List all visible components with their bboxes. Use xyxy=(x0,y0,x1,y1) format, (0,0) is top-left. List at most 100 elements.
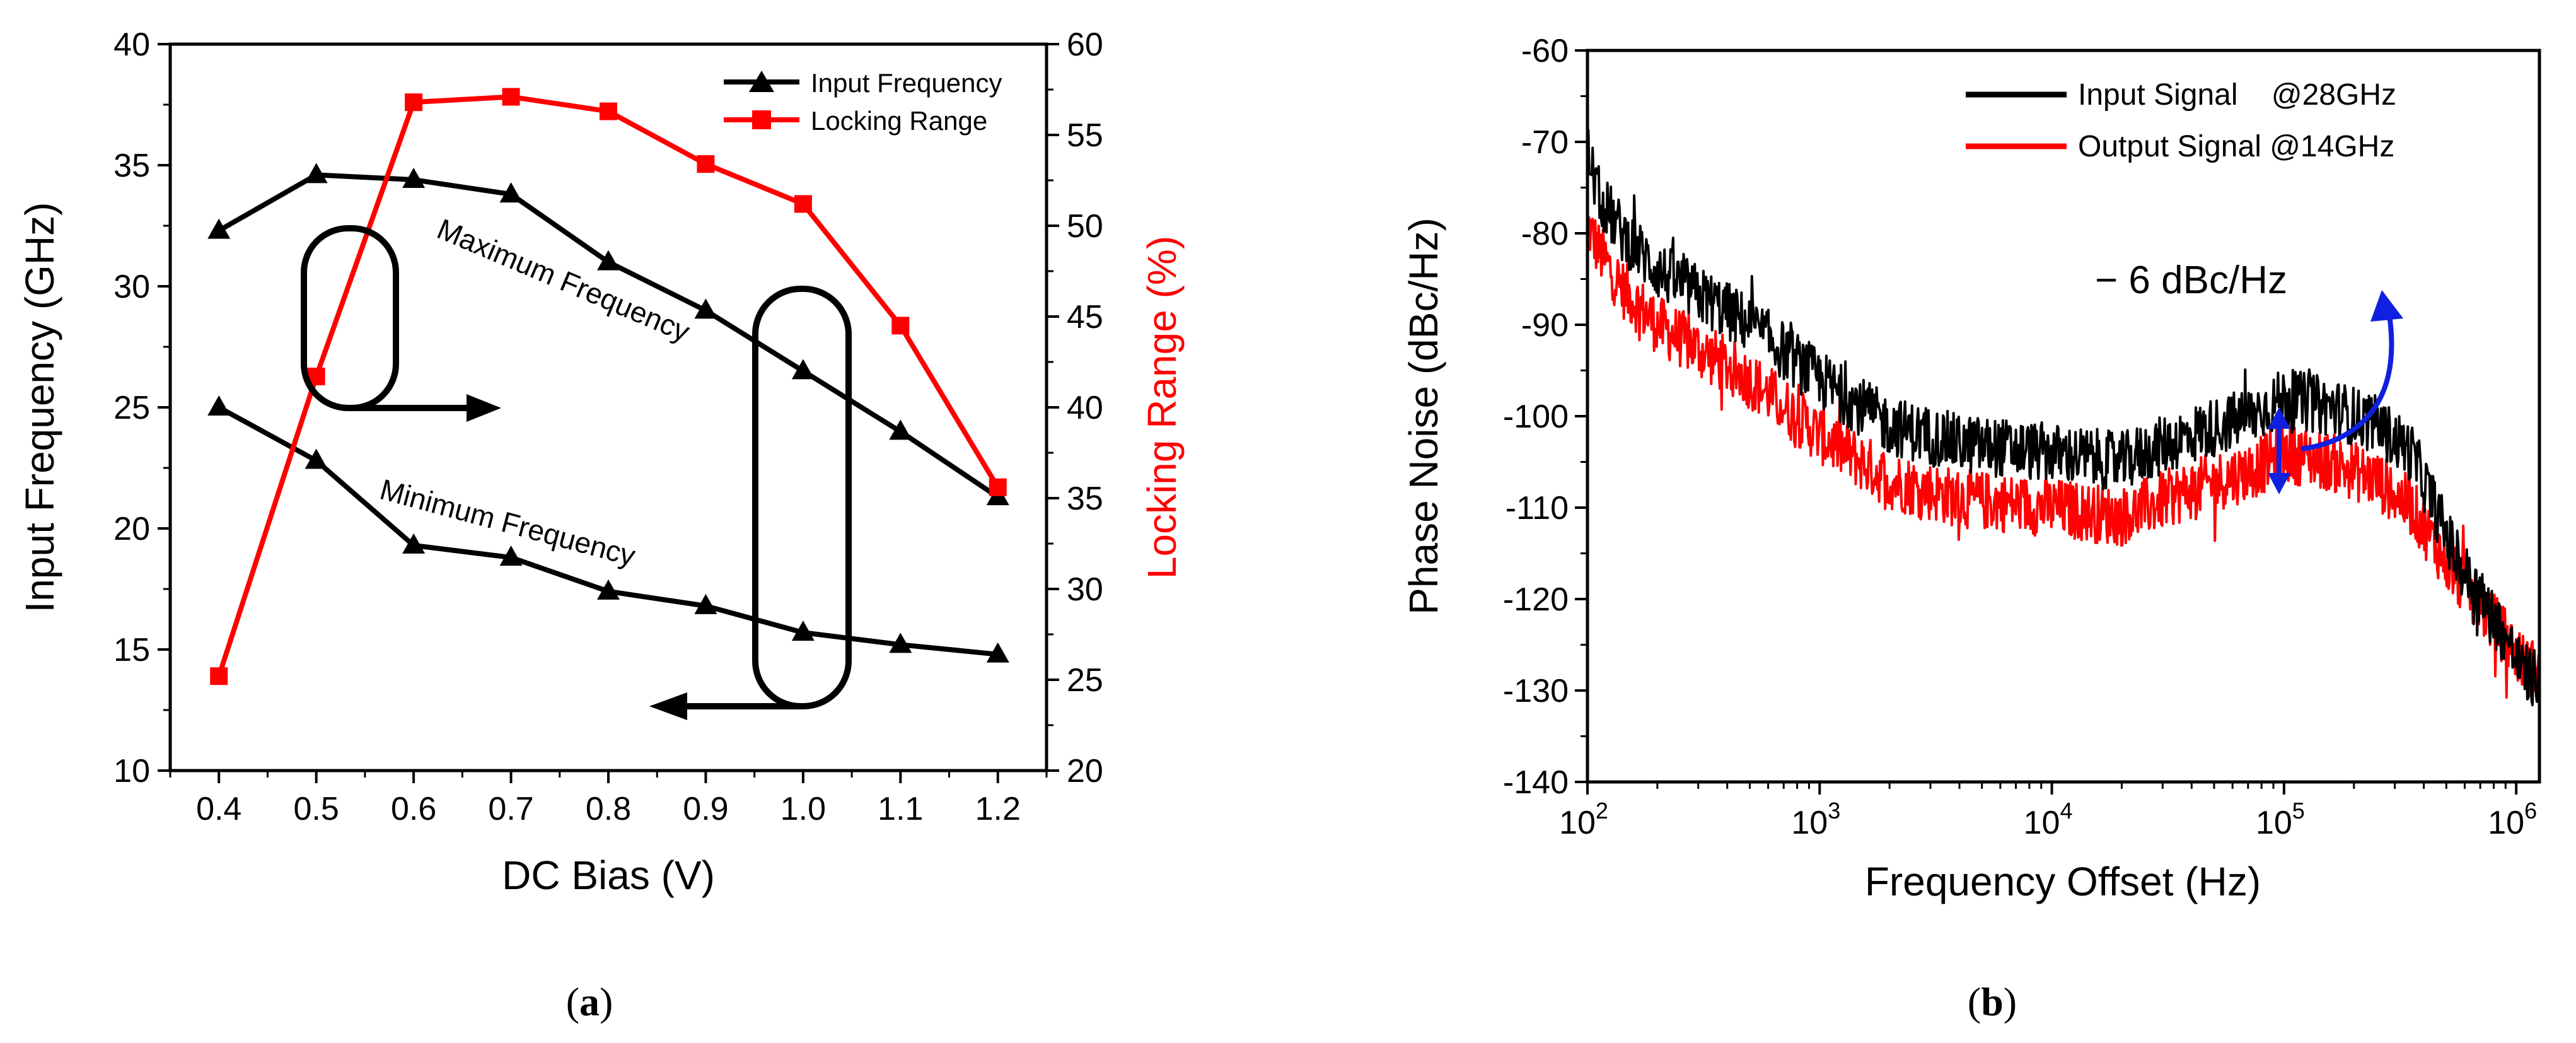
b-y-tick-label: -140 xyxy=(1503,764,1569,801)
caption-b-text: (b) xyxy=(1968,979,2017,1024)
a-y-tick-label: 30 xyxy=(113,269,150,305)
a-x-tick-label: 0.4 xyxy=(196,791,241,827)
point-locking-range xyxy=(502,88,520,106)
chart-b-legend: Input Signal @28GHz Output Signal @14GHz xyxy=(1966,78,2396,163)
b-y-tick-label: -90 xyxy=(1521,307,1569,344)
b-y-tick-label: -120 xyxy=(1503,581,1569,618)
chart-a-series xyxy=(207,88,1009,685)
a-y2-tick-label: 40 xyxy=(1067,390,1103,426)
legend-input-signal-label: Input Signal @28GHz xyxy=(2078,78,2396,112)
legend-locking-range-marker xyxy=(752,110,771,129)
point-input-frequency-min xyxy=(986,642,1009,663)
point-input-frequency-max xyxy=(889,419,912,440)
b-x-tick-label: 103 xyxy=(1791,798,1840,841)
chart-b-x-axis-label: Frequency Offset (Hz) xyxy=(1865,859,2261,904)
delta-curved-arrow-head xyxy=(2370,290,2403,322)
a-y2-tick-label: 60 xyxy=(1067,26,1103,63)
chart-b-y-axis-label: Phase Noise (dBc/Hz) xyxy=(1401,218,1446,615)
legend-locking-range-label: Locking Range xyxy=(811,106,987,136)
a-x-tick-label: 0.5 xyxy=(294,791,339,827)
point-input-frequency-min xyxy=(499,545,523,566)
point-input-frequency-max xyxy=(499,182,523,203)
point-locking-range xyxy=(600,102,617,120)
delta-double-arrow-top-head xyxy=(2268,407,2290,429)
b-x-tick-label: 104 xyxy=(2024,798,2073,841)
point-locking-range xyxy=(989,478,1007,496)
chart-b: 102 103 104 105 106 -140 -130 -120 -110 -100 -90 -8… xyxy=(1401,33,2541,1024)
point-input-frequency-min xyxy=(402,533,426,554)
point-locking-range xyxy=(697,155,715,173)
point-locking-range xyxy=(891,317,910,335)
chart-b-ticks: 102 103 104 105 106 -140 -130 -120 -110 -100 -90 -8… xyxy=(1503,33,2537,841)
a-y-tick-label: 10 xyxy=(113,753,150,790)
a-y2-tick-label: 45 xyxy=(1067,299,1103,335)
a-x-tick-label: 0.6 xyxy=(391,791,436,827)
caption-b-close-paren: ) xyxy=(2004,979,2017,1024)
right-arrow-head xyxy=(467,394,501,422)
b-y-tick-label: -130 xyxy=(1503,673,1569,709)
point-locking-range xyxy=(210,667,228,685)
series-output-signal-14ghz-trace xyxy=(1586,214,2541,699)
point-input-frequency-min xyxy=(305,448,328,469)
a-x-tick-label: 0.8 xyxy=(586,791,631,827)
b-y-tick-label: -100 xyxy=(1503,399,1569,435)
a-y-tick-label: 35 xyxy=(113,148,150,184)
a-x-tick-label: 0.9 xyxy=(683,791,728,827)
a-y2-tick-label: 25 xyxy=(1067,662,1103,699)
chart-a-frame xyxy=(168,42,1048,772)
a-x-tick-label: 1.0 xyxy=(780,791,826,827)
b-x-tick-label: 106 xyxy=(2488,798,2537,841)
caption-a: (a) xyxy=(566,979,613,1024)
b-y-tick-label: -110 xyxy=(1506,490,1569,527)
a-y2-tick-label: 35 xyxy=(1067,481,1103,517)
point-input-frequency-max xyxy=(597,250,620,271)
caption-a-open-paren: ( xyxy=(566,979,579,1024)
a-y2-tick-label: 55 xyxy=(1067,117,1103,154)
caption-a-text: (a) xyxy=(566,979,613,1024)
point-input-frequency-min xyxy=(889,632,912,653)
delta-double-arrow-bottom-head xyxy=(2268,473,2290,494)
a-y-tick-label: 25 xyxy=(113,390,150,426)
chart-a-y2-axis-label: Locking Range (%) xyxy=(1139,236,1185,579)
chart-a-x-axis-label: DC Bias (V) xyxy=(502,853,715,898)
a-x-tick-label: 0.7 xyxy=(488,791,533,827)
annotation-delta-phase-noise: − 6 dBc/Hz xyxy=(2095,259,2287,302)
caption-b-letter: b xyxy=(1981,979,2004,1024)
a-y2-tick-label: 20 xyxy=(1067,753,1103,790)
chart-b-series xyxy=(1586,129,2541,707)
caption-a-close-paren: ) xyxy=(600,979,613,1024)
a-y2-tick-label: 30 xyxy=(1067,571,1103,608)
caption-b-open-paren: ( xyxy=(1968,979,1981,1024)
point-input-frequency-max xyxy=(694,298,717,319)
point-input-frequency-max xyxy=(207,218,231,239)
a-y2-tick-label: 50 xyxy=(1067,208,1103,245)
caption-b: (b) xyxy=(1968,979,2017,1024)
point-input-frequency-min xyxy=(207,395,231,416)
point-input-frequency-min xyxy=(791,621,815,641)
b-y-tick-label: -80 xyxy=(1521,216,1569,252)
chart-a-ticks: 0.4 0.5 0.6 0.7 0.8 0.9 1.0 1.1 1.2 10 15 20 25 30 35 4… xyxy=(113,26,1103,827)
caption-a-letter: a xyxy=(579,979,600,1024)
point-input-frequency-max xyxy=(402,168,426,189)
b-y-tick-label: -60 xyxy=(1521,33,1569,69)
chart-a-y-axis-label: Input Frequency (GHz) xyxy=(17,202,62,613)
point-input-frequency-max xyxy=(791,359,815,380)
chart-a-legend: Input Frequency Locking Range xyxy=(724,68,1002,136)
a-x-tick-label: 1.2 xyxy=(975,791,1021,827)
left-arrow-head xyxy=(649,692,687,720)
legend-output-signal-label: Output Signal @14GHz xyxy=(2078,130,2394,163)
a-y-tick-label: 15 xyxy=(113,632,150,668)
point-input-frequency-max xyxy=(305,163,328,184)
point-input-frequency-min xyxy=(694,593,717,614)
b-x-tick-label: 105 xyxy=(2256,798,2305,841)
point-input-frequency-min xyxy=(597,579,620,600)
chart-b-frame xyxy=(1586,49,2541,784)
b-x-tick-label: 102 xyxy=(1559,798,1608,841)
series-input-signal-28ghz-trace xyxy=(1586,129,2541,707)
legend-input-frequency-marker xyxy=(749,71,774,92)
legend-input-frequency-label: Input Frequency xyxy=(811,68,1002,98)
a-y-tick-label: 20 xyxy=(113,511,150,547)
a-x-tick-label: 1.1 xyxy=(878,791,923,827)
